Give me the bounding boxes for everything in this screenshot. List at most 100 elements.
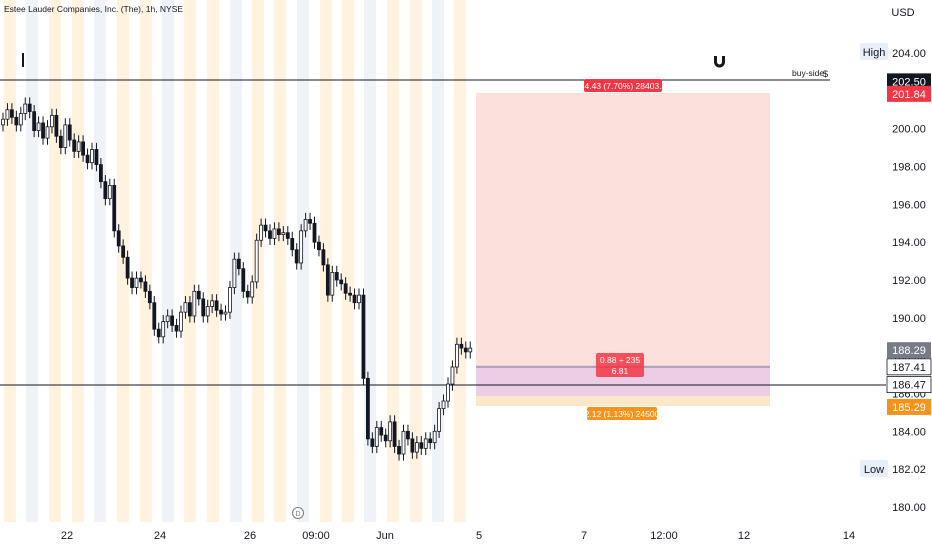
candle-body — [112, 185, 117, 232]
candle-body — [281, 232, 286, 235]
candle-body — [54, 115, 59, 137]
candle-body — [250, 281, 255, 298]
candle-body — [143, 281, 148, 292]
session-bar — [140, 0, 152, 522]
candle-body — [441, 400, 446, 410]
candle-body — [228, 287, 232, 313]
candle-body — [463, 347, 468, 353]
candle-body — [303, 219, 308, 232]
candle-body — [432, 430, 437, 444]
position-tool[interactable] — [476, 93, 770, 406]
high-label: High — [863, 47, 886, 59]
candle-body — [374, 427, 379, 447]
dividend-icon[interactable]: D — [292, 507, 304, 519]
candle-body — [36, 122, 41, 131]
session-bar — [94, 0, 106, 522]
buyside-annotation[interactable]: buy-side $ — [792, 68, 828, 79]
entry-label-line2: 6.81 — [612, 366, 629, 376]
candle-body — [299, 230, 304, 264]
stop-label-text: 14.43 (7.70%) 28403.3 — [580, 81, 667, 91]
time-tick-label: 24 — [154, 530, 166, 542]
candle-body — [268, 230, 272, 239]
session-bar — [49, 0, 61, 522]
session-bar — [4, 0, 16, 522]
candle-body — [406, 430, 410, 440]
price-tick-label: 200.00 — [892, 124, 926, 136]
candle-body — [450, 366, 455, 385]
candle-body — [370, 438, 375, 447]
candle-body — [116, 230, 121, 247]
candle-body — [468, 347, 473, 353]
candle-body — [45, 126, 50, 139]
price-tick-label: 192.00 — [892, 275, 926, 287]
candle-body — [23, 103, 28, 114]
candle-body — [81, 141, 85, 156]
candle-body — [107, 185, 112, 200]
candle-body — [161, 321, 166, 338]
candle-body — [410, 438, 415, 453]
candle-body — [219, 309, 223, 315]
candle-body — [58, 135, 63, 148]
candle-body — [352, 294, 357, 304]
dollar-icon: $ — [823, 69, 828, 79]
candle-body — [99, 164, 103, 183]
stop-loss-zone[interactable] — [476, 93, 770, 365]
session-bar — [26, 0, 38, 522]
candle-body — [357, 294, 361, 304]
candle-body — [174, 324, 179, 332]
time-tick-label: 26 — [244, 530, 256, 542]
session-bar — [410, 0, 422, 522]
entry-label: 0.88 ÷ 235 6.81 — [596, 353, 644, 377]
candle-body — [205, 306, 210, 317]
candle-body — [187, 302, 192, 317]
session-bar — [207, 0, 219, 522]
candle-body — [41, 122, 45, 139]
candle-body — [179, 311, 183, 332]
candle-body — [397, 446, 401, 455]
candle-body — [348, 292, 353, 296]
target-label: 2.12 (1.13%) 24500 — [585, 407, 660, 420]
price-badge — [887, 85, 931, 102]
candle-body — [308, 219, 312, 224]
price-tick-label: 198.00 — [892, 162, 926, 174]
candle-body — [201, 298, 206, 317]
high-marker: High — [860, 43, 888, 60]
candle-body — [63, 124, 68, 148]
pane-handle-icon[interactable] — [22, 53, 24, 67]
candle-body — [290, 237, 295, 251]
candle-body — [130, 277, 134, 288]
session-bar — [184, 0, 196, 522]
candle-body — [241, 268, 246, 292]
price-axis[interactable]: USD 204.00202.00200.00198.00196.00194.00… — [860, 0, 932, 550]
time-axis[interactable]: 22 24 26 09:00 Jun 5 7 12:00 12 14 — [0, 522, 886, 550]
candle-body — [147, 290, 152, 304]
session-bar — [320, 0, 332, 522]
candle-body — [317, 241, 321, 251]
candle-body — [223, 311, 228, 315]
price-tick-label: 196.00 — [892, 199, 926, 211]
price-badge-label: 201.84 — [892, 89, 926, 101]
candle-body — [428, 438, 433, 444]
candle-body — [134, 277, 139, 288]
time-tick-label: 14 — [843, 530, 855, 542]
candle-body — [121, 245, 126, 258]
currency-label: USD — [891, 7, 914, 19]
price-badge — [887, 73, 931, 90]
price-badge-label: 188.29 — [892, 345, 926, 357]
candle-body — [401, 430, 406, 455]
candle-body — [85, 154, 90, 164]
candle-body — [103, 181, 108, 200]
session-bar — [274, 0, 286, 522]
candle-body — [236, 258, 241, 270]
candlestick-series — [1, 97, 473, 461]
candle-body — [459, 343, 464, 349]
price-tick-label: 204.00 — [892, 48, 926, 60]
price-badge-label: 186.47 — [892, 380, 926, 392]
candle-body — [5, 109, 10, 120]
candle-body — [272, 228, 277, 239]
candle-body — [27, 103, 32, 113]
magnet-icon[interactable] — [714, 56, 725, 68]
take-profit-zone[interactable] — [476, 396, 770, 406]
candle-body — [254, 239, 259, 283]
